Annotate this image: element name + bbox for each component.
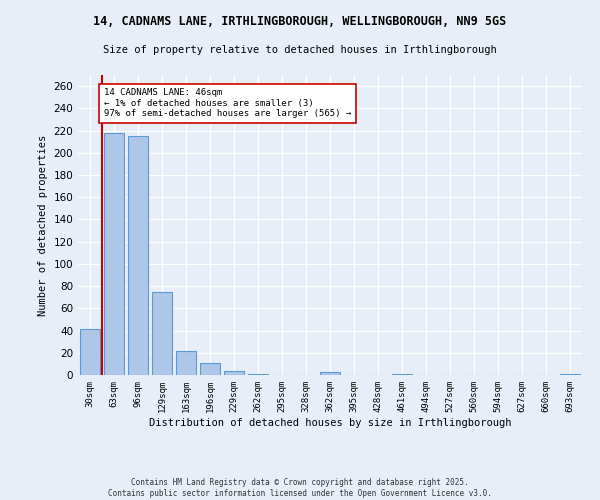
- Text: Contains HM Land Registry data © Crown copyright and database right 2025.
Contai: Contains HM Land Registry data © Crown c…: [108, 478, 492, 498]
- Bar: [392, 374, 412, 375]
- Bar: [104, 133, 124, 375]
- Y-axis label: Number of detached properties: Number of detached properties: [38, 134, 48, 316]
- Bar: [224, 370, 244, 375]
- Bar: [248, 374, 268, 375]
- Bar: [128, 136, 148, 375]
- X-axis label: Distribution of detached houses by size in Irthlingborough: Distribution of detached houses by size …: [149, 418, 511, 428]
- Text: 14 CADNAMS LANE: 46sqm
← 1% of detached houses are smaller (3)
97% of semi-detac: 14 CADNAMS LANE: 46sqm ← 1% of detached …: [104, 88, 351, 118]
- Bar: [200, 363, 220, 375]
- Bar: [80, 330, 100, 375]
- Bar: [320, 372, 340, 375]
- Bar: [560, 374, 580, 375]
- Text: 14, CADNAMS LANE, IRTHLINGBOROUGH, WELLINGBOROUGH, NN9 5GS: 14, CADNAMS LANE, IRTHLINGBOROUGH, WELLI…: [94, 15, 506, 28]
- Text: Size of property relative to detached houses in Irthlingborough: Size of property relative to detached ho…: [103, 45, 497, 55]
- Bar: [176, 350, 196, 375]
- Bar: [152, 292, 172, 375]
